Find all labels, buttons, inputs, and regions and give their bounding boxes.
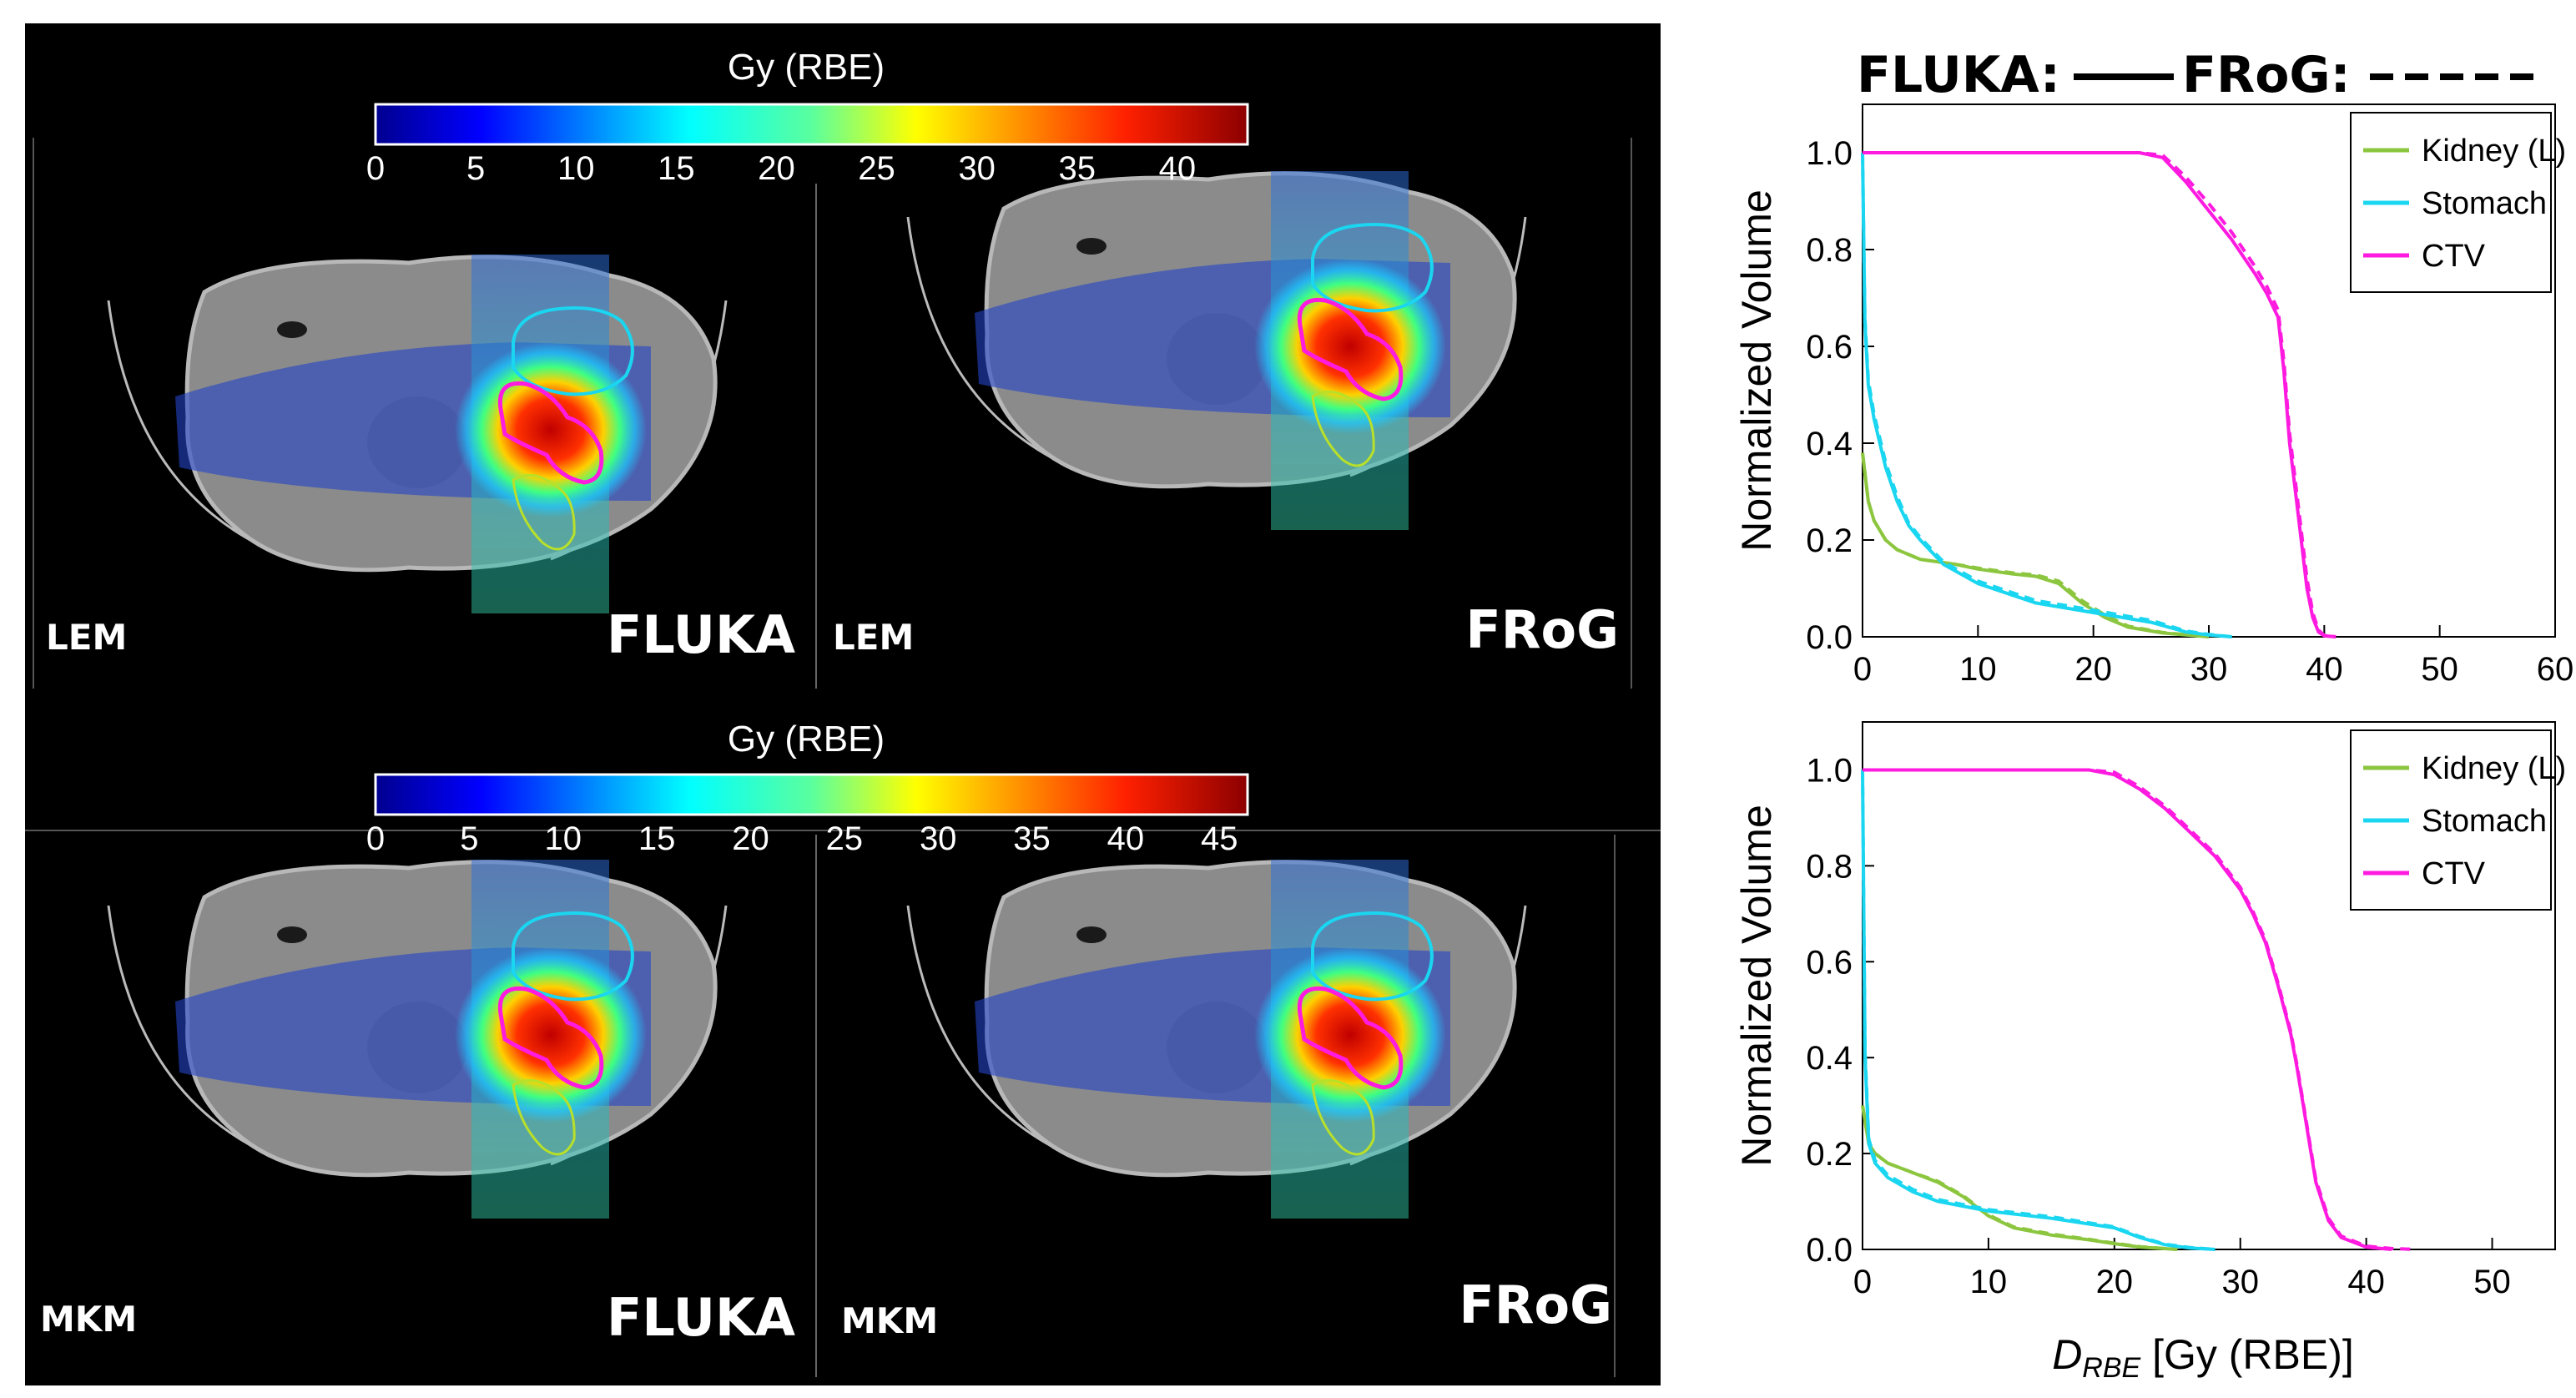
x-tick-label: 0 (1853, 651, 1872, 688)
colorbar-tick-label: 35 (1059, 150, 1096, 187)
y-tick-label: 0.4 (1806, 1040, 1853, 1077)
legend-entry: Kidney (L) (2422, 751, 2566, 786)
colorbar-tick-label: 5 (460, 820, 478, 857)
series-line-stomach-solid (1861, 770, 2216, 1251)
colorbar-bottom-gradient (374, 773, 1249, 816)
y-tick-label: 1.0 (1806, 752, 1853, 789)
colorbar-tick-label: 45 (1201, 820, 1238, 857)
dvh-header-fluka: FLUKA: (1857, 46, 2060, 104)
y-axis-label: Normalized Volume (1733, 189, 1780, 552)
y-tick-label: 0.2 (1806, 522, 1853, 559)
colorbar-tick-label: 0 (366, 820, 385, 857)
x-tick-label: 10 (1959, 651, 1997, 688)
x-tick-label: 30 (2190, 651, 2228, 688)
series-line-stomach-solid (1861, 152, 2232, 638)
y-tick-label: 0.6 (1806, 944, 1853, 981)
colorbar-tick-label: 25 (858, 150, 895, 187)
series-line-ctv-dashed (1863, 151, 2337, 638)
series-line-stomach-dashed (1861, 152, 2232, 638)
dvh-header-frog: FRoG: (2182, 46, 2351, 104)
y-tick-label: 0.6 (1806, 329, 1853, 366)
series-line-stomach-dashed (1861, 770, 2216, 1251)
dvh-xlabel: DRBE [Gy (RBE)] (2052, 1331, 2354, 1384)
x-tick-label: 50 (2473, 1264, 2511, 1300)
legend-entry: CTV (2422, 856, 2486, 891)
colorbar-bottom: Gy (RBE) 0 5 10 15 20 25 30 35 40 45 (366, 719, 1249, 857)
label-bottom-right-engine: FRoG (1459, 1274, 1612, 1335)
x-tick-label: 0 (1853, 1264, 1872, 1300)
x-tick-label: 40 (2347, 1264, 2385, 1300)
colorbar-tick-label: 40 (1159, 150, 1197, 187)
label-bottom-right-model: MKM (841, 1300, 938, 1341)
colorbar-tick-label: 20 (732, 820, 769, 857)
colorbar-tick-label: 5 (466, 150, 485, 187)
y-axis-label: Normalized Volume (1733, 805, 1780, 1167)
label-top-right-model: LEM (833, 617, 914, 658)
colorbar-tick-label: 35 (1013, 820, 1051, 857)
series-line-ctv-solid (1863, 151, 2337, 638)
colorbar-tick-label: 10 (557, 150, 595, 187)
series-line-kidney-l--solid (1861, 1105, 2178, 1251)
legend-entry: Stomach (2422, 186, 2547, 221)
x-tick-label: 40 (2306, 651, 2343, 688)
dvh-chart-top: 0.0 0.2 0.4 0.6 0.8 1.0 0 10 20 30 40 50 60 Normalize… (1733, 103, 2574, 688)
y-tick-label: 0.0 (1806, 619, 1853, 656)
label-top-right-engine: FRoG (1465, 599, 1619, 660)
colorbar-bottom-title: Gy (RBE) (728, 719, 885, 760)
colorbar-tick-label: 10 (544, 820, 582, 857)
y-tick-label: 0.2 (1806, 1136, 1853, 1173)
x-tick-label: 20 (2074, 651, 2112, 688)
label-top-left-model: LEM (46, 617, 127, 658)
dvh-chart-bottom: 0.0 0.2 0.4 0.6 0.8 1.0 0 10 20 30 40 50 Normalized … (1733, 721, 2566, 1300)
colorbar-top-gradient (374, 103, 1249, 146)
colorbar-tick-label: 0 (366, 150, 385, 187)
dvh-header: FLUKA: FRoG: (1857, 46, 2545, 104)
series-line-ctv-dashed (1863, 768, 2417, 1251)
colorbar-tick-label: 15 (638, 820, 676, 857)
series-line-ctv-solid (1863, 768, 2392, 1251)
colorbar-tick-label: 30 (920, 820, 957, 857)
series-line-kidney-l--dashed (1861, 1105, 2178, 1251)
label-top-left-engine: FLUKA (607, 604, 795, 665)
colorbar-top: Gy (RBE) 0 5 10 15 20 25 30 35 40 (366, 47, 1249, 187)
x-tick-label: 50 (2421, 651, 2458, 688)
x-tick-label: 60 (2537, 651, 2574, 688)
y-tick-label: 1.0 (1806, 135, 1853, 172)
y-tick-label: 0.8 (1806, 232, 1853, 269)
legend-entry: Stomach (2422, 804, 2547, 839)
colorbar-tick-label: 25 (826, 820, 864, 857)
colorbar-top-title: Gy (RBE) (728, 47, 885, 88)
x-tick-label: 10 (1970, 1264, 2008, 1300)
legend-entry: CTV (2422, 239, 2486, 274)
label-bottom-left-engine: FLUKA (607, 1287, 795, 1348)
colorbar-tick-label: 20 (758, 150, 795, 187)
colorbar-tick-label: 15 (658, 150, 695, 187)
y-tick-label: 0.4 (1806, 426, 1853, 462)
y-tick-label: 0.8 (1806, 848, 1853, 885)
legend-entry: Kidney (L) (2422, 134, 2566, 169)
colorbar-tick-label: 30 (958, 150, 996, 187)
colorbar-tick-label: 40 (1107, 820, 1145, 857)
series-line-kidney-l--dashed (1861, 452, 2210, 638)
label-bottom-left-model: MKM (40, 1299, 137, 1340)
x-tick-label: 20 (2096, 1264, 2134, 1300)
y-tick-label: 0.0 (1806, 1232, 1853, 1269)
x-tick-label: 30 (2221, 1264, 2259, 1300)
series-line-kidney-l--solid (1861, 452, 2210, 638)
